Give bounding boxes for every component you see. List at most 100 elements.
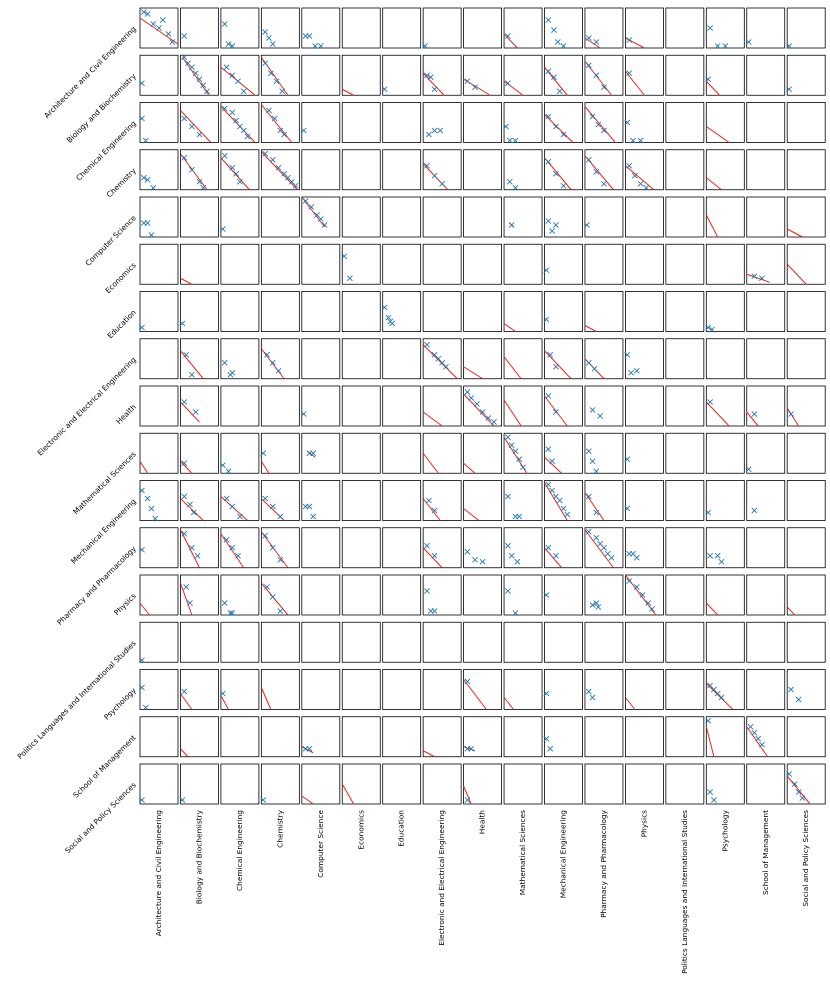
cell-frame <box>260 196 300 238</box>
fit-line <box>705 683 734 710</box>
cell-frame <box>341 385 381 427</box>
point <box>138 115 145 122</box>
point <box>707 789 714 795</box>
cell-frame <box>463 432 503 474</box>
fit-line <box>544 114 574 143</box>
column-label: Chemical Engineering <box>235 810 244 891</box>
cell-frame <box>746 385 786 427</box>
point <box>585 156 592 163</box>
cell-frame <box>584 716 624 758</box>
cell-frame <box>503 716 543 758</box>
cell-frame <box>180 763 219 805</box>
point <box>583 222 590 228</box>
column-label: Economics <box>356 810 365 850</box>
cell-frame <box>139 7 179 49</box>
cell-frame <box>503 432 543 474</box>
cell-frame <box>180 338 219 380</box>
cell-frame <box>746 338 786 380</box>
cell-frame <box>260 338 300 380</box>
point <box>468 395 475 401</box>
cell-frame <box>220 480 260 521</box>
cell-frame <box>786 716 826 758</box>
point <box>626 70 633 77</box>
cell-frame <box>301 763 341 805</box>
point <box>260 450 267 457</box>
fit-line <box>746 726 769 758</box>
fit-line <box>301 196 325 228</box>
cell-frame <box>220 574 260 616</box>
point <box>585 493 592 500</box>
cell-frame <box>625 527 664 569</box>
cell-frame <box>301 669 341 710</box>
cell-frame <box>139 574 179 616</box>
cell-frame <box>180 149 219 191</box>
point <box>427 74 434 81</box>
cell-frame <box>705 7 745 49</box>
point <box>317 43 324 49</box>
column-label: Education <box>397 810 406 847</box>
fit-line <box>625 165 655 191</box>
cell-frame <box>301 574 341 616</box>
cell-frame <box>786 432 826 474</box>
point <box>512 610 519 616</box>
point <box>552 552 559 559</box>
point <box>424 341 430 348</box>
cell-frame <box>341 291 381 332</box>
cell-frame <box>786 763 826 805</box>
column-label: Physics <box>639 810 648 837</box>
point <box>181 399 188 405</box>
cell-frame <box>786 196 826 238</box>
cell-frame <box>301 102 341 143</box>
point <box>190 509 197 516</box>
point <box>150 21 157 27</box>
cell-frame <box>463 669 503 710</box>
row-label: Pharmacy and Pharmacology <box>55 544 138 627</box>
point <box>192 409 199 415</box>
point <box>267 70 274 77</box>
point <box>585 448 592 455</box>
point <box>545 393 552 399</box>
point <box>306 745 313 752</box>
point <box>552 409 559 415</box>
point <box>512 448 519 455</box>
point <box>181 33 188 39</box>
point <box>219 690 226 697</box>
cell-frame <box>220 432 260 474</box>
point <box>221 152 228 159</box>
row-label: Electronic and Electrical Engineering <box>36 355 139 458</box>
cell-frame <box>382 669 422 710</box>
point <box>628 369 635 376</box>
cell-frame <box>503 385 543 427</box>
cell-frame <box>503 149 543 191</box>
cell-frame <box>422 574 462 616</box>
point <box>140 174 147 181</box>
point <box>601 180 607 187</box>
point <box>138 80 145 87</box>
cell-frame <box>544 7 583 49</box>
point <box>181 460 188 467</box>
point <box>645 600 652 606</box>
cell-frame <box>220 243 260 285</box>
cell-frame <box>544 763 583 805</box>
cell-frame <box>341 196 381 238</box>
cell-frame <box>746 243 786 285</box>
fit-line <box>180 529 200 568</box>
fit-line <box>260 460 270 474</box>
point <box>223 64 230 71</box>
point <box>187 501 193 508</box>
cell-frame <box>665 527 705 569</box>
cell-frame <box>503 527 543 569</box>
cell-frame <box>341 338 381 380</box>
cell-frame <box>463 291 503 332</box>
point <box>551 74 557 81</box>
point <box>503 123 509 130</box>
cell-frame <box>463 574 503 616</box>
point <box>504 80 511 87</box>
cell-frame <box>503 7 543 49</box>
cell-frame <box>139 669 179 710</box>
point <box>595 121 602 128</box>
point <box>637 137 644 144</box>
row-label: Architecture and Civil Engineering <box>42 24 138 120</box>
point <box>431 608 438 614</box>
cell-frame <box>301 527 341 569</box>
